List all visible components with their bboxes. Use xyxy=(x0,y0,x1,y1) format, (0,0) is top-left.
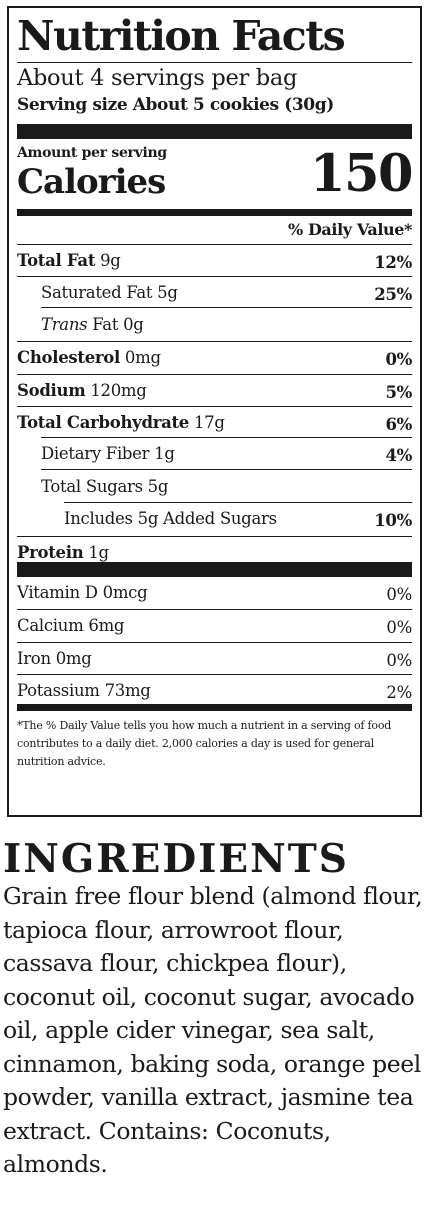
nutrient-row-total-carbohydrate: Total Carbohydrate 17g 6% xyxy=(17,405,412,438)
nutrient-dv: 25% xyxy=(374,285,412,305)
ingredients-title: INGREDIENTS xyxy=(3,836,349,882)
nutrient-amount: 9g xyxy=(95,251,121,270)
nutrient-name-italic: Trans xyxy=(41,314,88,334)
nutrient-name: Total Carbohydrate xyxy=(17,412,189,432)
vitamin-dv: 2% xyxy=(386,683,412,703)
nutrient-dv: 12% xyxy=(374,253,412,272)
nutrient-name: Protein xyxy=(17,542,84,562)
nutrient-dv: 0% xyxy=(385,350,412,370)
nutrient-row-dietary-fiber: Dietary Fiber 1g 4% xyxy=(17,436,412,470)
nutrient-amount: 17g xyxy=(189,412,225,432)
nutrient-row-total-fat: Total Fat 9g 12% xyxy=(17,244,412,276)
nutrient-row-saturated-fat: Saturated Fat 5g 25% xyxy=(17,276,412,308)
nutrient-row-total-sugars: Total Sugars 5g xyxy=(17,469,412,503)
nutrient-name: Cholesterol xyxy=(17,348,120,368)
nutrient-name-rest: Fat 0g xyxy=(87,314,144,334)
serving-size: Serving size About 5 cookies (30g) xyxy=(17,95,334,115)
medium-divider xyxy=(17,704,412,712)
daily-value-footnote: *The % Daily Value tells you how much a … xyxy=(17,719,392,769)
vitamin-name: Iron 0mg xyxy=(17,648,92,668)
nutrient-name: Saturated Fat 5g xyxy=(41,283,178,303)
nutrient-name: Total Fat xyxy=(17,251,96,270)
nutrient-row-sodium: Sodium 120mg 5% xyxy=(17,373,412,406)
calories-block: Amount per serving Calories 150 xyxy=(17,139,413,209)
nutrient-row-cholesterol: Cholesterol 0mg 0% xyxy=(17,341,412,373)
thick-divider xyxy=(17,561,412,577)
vitamin-row-potassium: Potassium 73mg 2% xyxy=(17,674,412,706)
nutrient-dv: 5% xyxy=(385,382,412,402)
medium-divider xyxy=(17,209,412,216)
divider xyxy=(17,62,412,63)
nutrient-amount: 0mg xyxy=(119,348,161,368)
thick-divider xyxy=(17,124,412,139)
vitamin-row-calcium: Calcium 6mg 0% xyxy=(17,609,412,641)
vitamin-dv: 0% xyxy=(386,650,412,670)
nutrition-facts-panel: Nutrition Facts About 4 servings per bag… xyxy=(7,6,422,817)
ingredients-text: Grain free flour blend (almond flour, ta… xyxy=(3,882,423,1178)
vitamin-dv: 0% xyxy=(386,618,412,638)
nutrient-dv: 10% xyxy=(374,511,412,531)
nutrient-amount: 1g xyxy=(83,542,109,562)
nutrient-dv: 4% xyxy=(385,446,412,466)
daily-value-header: % Daily Value* xyxy=(287,220,412,239)
vitamin-row-vitamin-d: Vitamin D 0mcg 0% xyxy=(17,577,412,609)
nutrient-amount: 120mg xyxy=(85,380,147,400)
nutrient-row-added-sugars: Includes 5g Added Sugars 10% xyxy=(17,501,412,535)
nutrient-name: Total Sugars 5g xyxy=(41,476,169,496)
nutrient-name: Includes 5g Added Sugars xyxy=(64,509,277,529)
amount-per-serving: Amount per serving xyxy=(17,145,167,161)
calories-value: 150 xyxy=(310,144,413,204)
nutrient-name: Dietary Fiber 1g xyxy=(41,444,175,464)
nutrient-name: Sodium xyxy=(17,380,86,400)
vitamin-name: Calcium 6mg xyxy=(17,616,125,636)
vitamin-name: Vitamin D 0mcg xyxy=(17,582,148,602)
vitamin-row-iron: Iron 0mg 0% xyxy=(17,641,412,674)
nutrient-row-protein: Protein 1g xyxy=(17,535,412,568)
nutrition-facts-title: Nutrition Facts xyxy=(17,12,346,60)
servings-per-container: About 4 servings per bag xyxy=(17,65,298,91)
nutrient-row-trans-fat: Trans Fat 0g xyxy=(17,307,412,341)
vitamin-name: Potassium 73mg xyxy=(17,681,151,701)
calories-label: Calories xyxy=(17,162,166,202)
nutrient-dv: 6% xyxy=(385,414,412,434)
vitamin-dv: 0% xyxy=(386,584,412,604)
